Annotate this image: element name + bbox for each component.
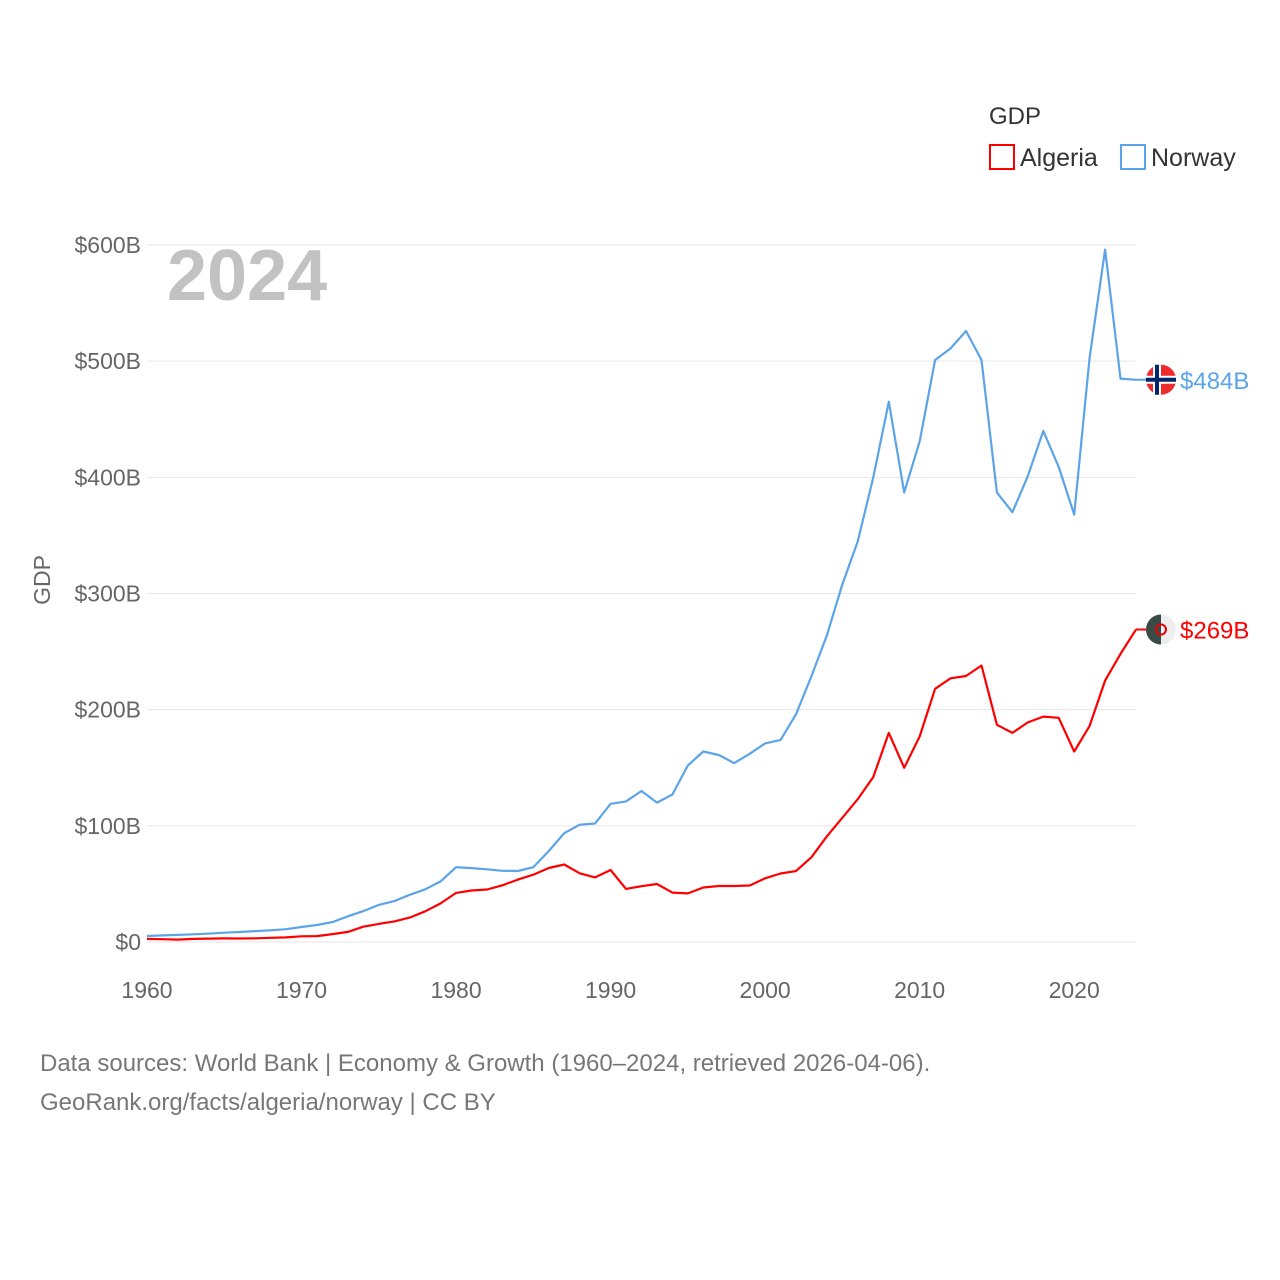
- series-line-algeria: [146, 628, 1137, 941]
- series-lines: [146, 248, 1137, 941]
- y-tick-label: $600B: [74, 232, 141, 258]
- y-tick-label: $0: [115, 929, 141, 955]
- flag-green-half: [1146, 614, 1161, 645]
- y-axis-ticks: $0 $100B $200B $300B $400B $500B $600B: [74, 232, 141, 955]
- y-tick-label: $200B: [74, 697, 141, 723]
- legend-label-norway: Norway: [1151, 144, 1236, 172]
- y-axis-label: GDP: [29, 555, 55, 605]
- end-value-label: $269B: [1180, 618, 1249, 645]
- series-line-norway: [146, 248, 1137, 938]
- algeria-flag-icon: [1146, 614, 1176, 645]
- end-value-label: $484B: [1180, 368, 1249, 395]
- y-tick-label: $300B: [74, 581, 141, 607]
- x-tick-label: 1980: [430, 977, 481, 1003]
- legend: GDP Algeria Norway: [989, 103, 1236, 172]
- legend-title: GDP: [989, 103, 1041, 130]
- legend-swatch-algeria: [989, 144, 1015, 170]
- legend-label-algeria: Algeria: [1020, 144, 1098, 172]
- footer: Data sources: World Bank | Economy & Gro…: [40, 1044, 930, 1122]
- x-tick-label: 2000: [740, 977, 791, 1003]
- x-axis-ticks: 1960 1970 1980 1990 2000 2010 2020: [121, 977, 1099, 1003]
- y-tick-label: $500B: [74, 348, 141, 374]
- y-tick-label: $400B: [74, 464, 141, 490]
- gridlines: [147, 244, 1136, 943]
- flag-cross-blue-h: [1146, 377, 1176, 382]
- x-tick-label: 1990: [585, 977, 636, 1003]
- x-tick-label: 1960: [121, 977, 172, 1003]
- x-tick-label: 2010: [894, 977, 945, 1003]
- year-watermark: 2024: [167, 236, 327, 316]
- source-link[interactable]: GeoRank.org/facts/algeria/norway | CC BY: [40, 1089, 496, 1116]
- series-end-markers: $269B $484B: [1136, 364, 1249, 645]
- y-tick-label: $100B: [74, 813, 141, 839]
- flag-cross-blue-v: [1155, 364, 1159, 395]
- data-sources: Data sources: World Bank | Economy & Gro…: [40, 1050, 931, 1077]
- legend-swatch-norway: [1120, 144, 1146, 170]
- flag-crescent: [1155, 623, 1167, 636]
- x-tick-label: 1970: [276, 977, 327, 1003]
- norway-flag-icon: [1146, 364, 1176, 395]
- x-tick-label: 2020: [1049, 977, 1100, 1003]
